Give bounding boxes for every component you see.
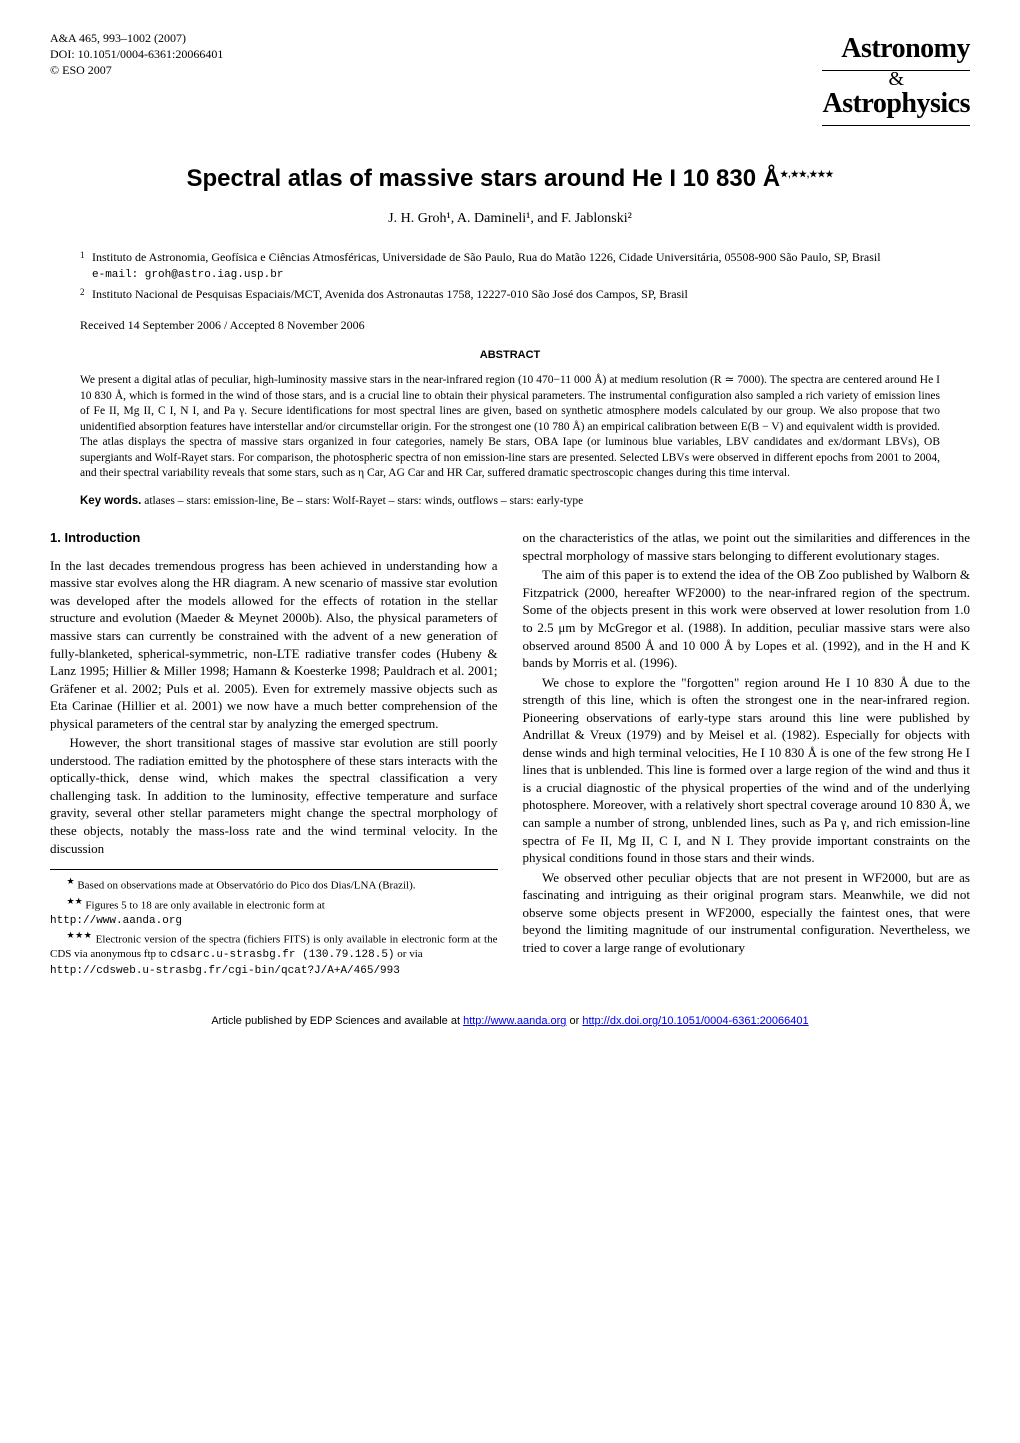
footer-text-1: Article published by EDP Sciences and av… <box>211 1015 463 1027</box>
footnotes: ★ Based on observations made at Observat… <box>50 869 498 979</box>
keywords: Key words. atlases – stars: emission-lin… <box>80 494 940 510</box>
citation: A&A 465, 993–1002 (2007) <box>50 30 223 46</box>
footnote-2-mark: ★★ <box>67 896 83 906</box>
section-1-heading: 1. Introduction <box>50 529 498 547</box>
footnote-3-text2: or via <box>395 948 423 960</box>
footnote-3-code: cdsarc.u-strasbg.fr (130.79.128.5) <box>170 949 394 961</box>
affil-num-2: 2 <box>80 287 85 297</box>
intro-p4: The aim of this paper is to extend the i… <box>523 566 971 671</box>
doi: DOI: 10.1051/0004-6361:20066401 <box>50 46 223 62</box>
keywords-text: atlases – stars: emission-line, Be – sta… <box>141 495 583 507</box>
affil-text-1: Instituto de Astronomia, Geofísica e Ciê… <box>92 250 881 264</box>
footnote-2-text: Figures 5 to 18 are only available in el… <box>83 899 325 911</box>
intro-p5: We chose to explore the "forgotten" regi… <box>523 674 971 867</box>
footer-link-1[interactable]: http://www.aanda.org <box>463 1015 566 1027</box>
affiliation-1: 1 Instituto de Astronomia, Geofísica e C… <box>80 249 940 283</box>
logo-rule-bottom <box>822 125 970 126</box>
footnote-1-text: Based on observations made at Observatór… <box>75 880 416 892</box>
journal-ampersand: & <box>822 73 970 85</box>
keywords-label: Key words. <box>80 495 141 507</box>
intro-p2: However, the short transitional stages o… <box>50 734 498 857</box>
affil-text-2: Instituto Nacional de Pesquisas Espaciai… <box>92 286 940 302</box>
abstract-text: We present a digital atlas of peculiar, … <box>80 373 940 482</box>
affiliations: 1 Instituto de Astronomia, Geofísica e C… <box>80 249 940 302</box>
right-column: on the characteristics of the atlas, we … <box>523 529 971 979</box>
received-accepted-dates: Received 14 September 2006 / Accepted 8 … <box>80 317 940 333</box>
footer-text-2: or <box>566 1015 582 1027</box>
footnote-1-mark: ★ <box>67 876 75 886</box>
footnote-3-url: http://cdsweb.u-strasbg.fr/cgi-bin/qcat?… <box>50 964 498 979</box>
header-left: A&A 465, 993–1002 (2007) DOI: 10.1051/00… <box>50 30 223 79</box>
footnote-3: ★★★ Electronic version of the spectra (f… <box>50 929 498 963</box>
header-row: A&A 465, 993–1002 (2007) DOI: 10.1051/00… <box>50 30 970 128</box>
affil-email-1: e-mail: groh@astro.iag.usp.br <box>92 269 283 281</box>
abstract-heading: ABSTRACT <box>50 348 970 363</box>
footnote-3-mark: ★★★ <box>67 930 93 940</box>
intro-p3: on the characteristics of the atlas, we … <box>523 529 971 564</box>
article-title: Spectral atlas of massive stars around H… <box>50 163 970 195</box>
footnote-2: ★★ Figures 5 to 18 are only available in… <box>50 895 498 914</box>
authors: J. H. Groh¹, A. Damineli¹, and F. Jablon… <box>50 210 970 229</box>
copyright: © ESO 2007 <box>50 62 223 78</box>
footnote-1: ★ Based on observations made at Observat… <box>50 875 498 894</box>
journal-name-bottom: Astrophysics <box>822 85 970 123</box>
intro-p1: In the last decades tremendous progress … <box>50 557 498 732</box>
page-footer: Article published by EDP Sciences and av… <box>50 1014 970 1029</box>
footer-link-2[interactable]: http://dx.doi.org/10.1051/0004-6361:2006… <box>582 1015 808 1027</box>
left-column: 1. Introduction In the last decades trem… <box>50 529 498 979</box>
journal-logo: Astronomy & Astrophysics <box>822 30 970 128</box>
intro-p6: We observed other peculiar objects that … <box>523 869 971 957</box>
footnote-2-url: http://www.aanda.org <box>50 914 498 929</box>
affiliation-2: 2 Instituto Nacional de Pesquisas Espaci… <box>80 286 940 302</box>
journal-name-top: Astronomy <box>822 30 970 68</box>
two-column-body: 1. Introduction In the last decades trem… <box>50 529 970 979</box>
title-text: Spectral atlas of massive stars around H… <box>186 165 780 192</box>
title-footnote-marks: ★,★★,★★★ <box>780 169 833 179</box>
affil-num-1: 1 <box>80 250 85 260</box>
